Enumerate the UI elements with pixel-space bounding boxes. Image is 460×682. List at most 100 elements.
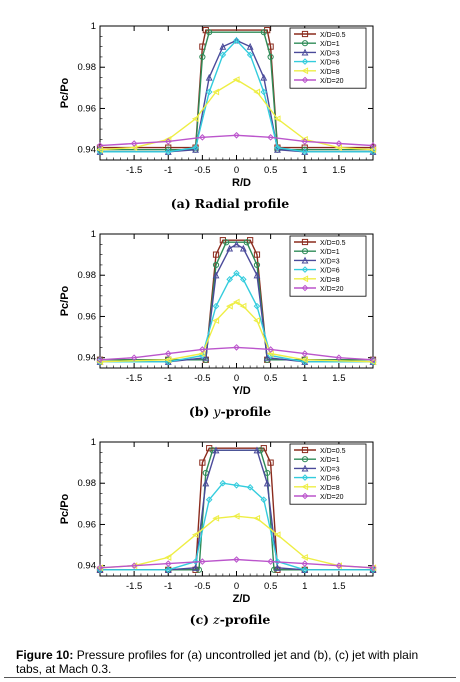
series-line (100, 39, 373, 153)
data-point (206, 29, 213, 36)
legend-label: X/D=6 (320, 60, 340, 67)
data-point (96, 142, 104, 149)
caption-label: Figure 10: (16, 648, 74, 662)
x-tick-label: -0.5 (194, 165, 210, 176)
data-point (212, 271, 220, 279)
data-point (243, 239, 250, 246)
data-point (164, 356, 172, 364)
legend-label: X/D=3 (320, 50, 340, 57)
data-point (130, 140, 138, 147)
data-point (335, 354, 343, 361)
y-tick-label: 0.94 (78, 561, 97, 572)
y-tick-label: 1 (91, 437, 96, 448)
series-line (99, 346, 374, 361)
chart-panel-b: -1.5 -1 -0.5 0 0.5 1 1.5 0.94 0.96 0.98 1 Y/D Pc/Po X… (0, 216, 460, 422)
legend-marker (301, 48, 309, 56)
legend-box (289, 235, 367, 297)
legend-marker (301, 483, 309, 491)
data-point (226, 276, 233, 283)
series-x-d-6 (96, 479, 377, 574)
data-point (267, 346, 274, 353)
y-tick-label: 0.98 (78, 62, 97, 73)
data-point (164, 138, 172, 145)
legend-marker (301, 474, 309, 481)
x-tick-label: 0.5 (264, 581, 277, 592)
data-point (253, 271, 261, 279)
legend-marker (301, 284, 309, 292)
data-point (130, 354, 138, 361)
legend-label: X/D=3 (320, 258, 340, 265)
series-x-d-20 (96, 344, 377, 364)
data-point (267, 53, 274, 61)
data-point (192, 564, 199, 571)
series-line (100, 449, 373, 571)
series-line (100, 482, 373, 571)
data-point (192, 145, 199, 153)
data-point (96, 356, 104, 364)
series-line (100, 29, 373, 149)
data-point (233, 344, 240, 351)
y-axis-label: Pc/Po (59, 493, 71, 524)
legend-marker (301, 30, 309, 38)
data-point (239, 244, 247, 252)
x-tick-label: -0.5 (194, 581, 210, 592)
legend-box (289, 443, 367, 505)
x-tick-label: 0.5 (264, 165, 277, 176)
z-profile-chart: -1.5 -1 -0.5 0 0.5 1 1.5 0.94 0.96 0.98 1 Z/D Pc/Po X… (59, 437, 377, 605)
data-point (301, 358, 309, 366)
y-tick-label: 0.96 (78, 519, 97, 530)
data-point (263, 353, 271, 361)
data-point (301, 135, 308, 143)
data-point (226, 244, 234, 252)
legend-label: X/D=8 (320, 277, 340, 284)
data-point (96, 358, 104, 366)
data-point (246, 484, 254, 491)
legend-label: X/D=6 (320, 268, 340, 275)
data-point (369, 358, 377, 366)
data-point (195, 566, 203, 573)
legend-marker (301, 40, 309, 47)
y-axis-label: Pc/Po (59, 285, 71, 316)
data-point (164, 554, 172, 561)
x-tick-label: -1.5 (126, 165, 142, 176)
legend-marker (301, 58, 309, 65)
figure-caption: Figure 10: Pressure profiles for (a) unc… (16, 648, 446, 676)
data-point (164, 148, 172, 156)
data-point (369, 142, 377, 149)
x-tick-label: -1 (164, 373, 172, 384)
data-point (202, 479, 210, 487)
series-x-d-6 (96, 269, 377, 366)
legend-label: X/D=1 (320, 457, 340, 464)
data-point (191, 531, 199, 539)
x-tick-label: 1 (302, 165, 307, 176)
data-point (233, 481, 240, 489)
data-point (274, 145, 281, 153)
data-point (270, 566, 278, 573)
data-point (232, 298, 240, 306)
data-point (212, 302, 220, 310)
data-point (164, 566, 172, 574)
data-point (233, 240, 240, 248)
data-point (267, 352, 274, 359)
x-tick-label: -1.5 (126, 581, 142, 592)
data-point (233, 556, 240, 563)
data-point (369, 564, 377, 572)
x-axis-label: Y/D (232, 385, 250, 397)
series-x-d-8 (96, 298, 377, 366)
legend-label: X/D=20 (320, 78, 344, 85)
y-tick-label: 1 (91, 229, 96, 240)
data-point (191, 115, 199, 123)
data-point (199, 346, 206, 353)
data-point (96, 148, 104, 156)
series-line (99, 78, 374, 151)
data-point (225, 302, 233, 310)
legend-marker (301, 256, 309, 264)
x-tick-label: -1 (164, 165, 172, 176)
subcaption-b: (b) y-profile (188, 404, 272, 419)
data-point (335, 562, 343, 569)
bottom-divider (4, 677, 456, 678)
legend-label: X/D=0.5 (320, 448, 346, 455)
data-point (301, 148, 309, 156)
legend-label: X/D=8 (320, 69, 340, 76)
legend-marker (301, 456, 309, 463)
